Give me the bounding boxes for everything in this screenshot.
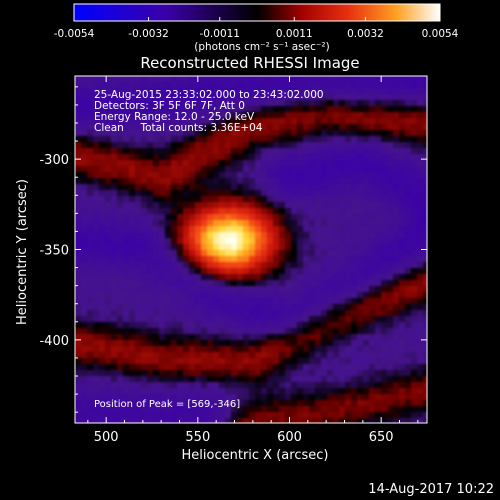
y-tick-label: -400 [39,334,69,349]
x-axis-label: Heliocentric X (arcsec) [182,448,329,463]
x-tick-label: 600 [277,430,302,445]
peak-position-label: Position of Peak = [569,-346] [94,399,240,410]
colorbar-tick-label: 0.0032 [347,28,384,40]
colorbar-tick-label: -0.0032 [128,28,169,40]
axis-ticks: 500 550 600 650 -300 -350 -400 [39,76,427,445]
info-line-3: Energy Range: 12.0 - 25.0 keV [94,111,255,123]
colorbar-tick-label: -0.0011 [199,28,240,40]
heatmap-image [75,76,427,423]
colorbar-tick-label: -0.0054 [54,28,95,40]
y-tick-label: -300 [39,153,69,168]
colorbar-tick-label: 0.0011 [276,28,313,40]
colorbar-tick-label: 0.0054 [422,28,459,40]
info-line-1: 25-Aug-2015 23:33:02.000 to 23:43:02.000 [94,89,324,101]
x-tick-label: 500 [94,430,119,445]
y-axis-label: Heliocentric Y (arcsec) [15,179,30,325]
colorbar [73,3,441,22]
chart-title: Reconstructed RHESSI Image [140,54,359,72]
x-tick-label: 550 [185,430,210,445]
colorbar-ticks: -0.0054 -0.0032 -0.0011 0.0011 0.0032 0.0054 [54,17,459,40]
colorbar-unit: (photons cm⁻² s⁻¹ asec⁻²) [194,41,329,53]
x-tick-label: 650 [369,430,394,445]
y-tick-label: -350 [39,244,69,259]
info-line-2: Detectors: 3F 5F 6F 7F, Att 0 [94,100,245,112]
info-line-4: Clean Total counts: 3.36E+04 [94,122,263,134]
info-block: 25-Aug-2015 23:33:02.000 to 23:43:02.000… [94,89,324,134]
footer-date: 14-Aug-2017 10:22 [368,482,494,497]
